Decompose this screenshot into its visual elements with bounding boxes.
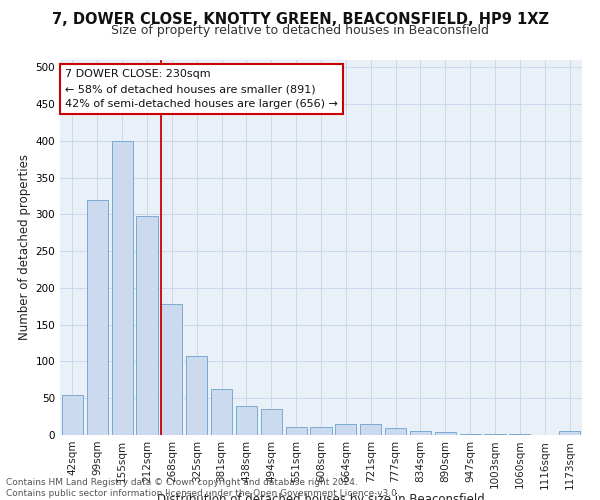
Bar [87, 200, 108, 435]
Bar [286, 427, 307, 435]
Bar [136, 216, 158, 435]
Bar [435, 432, 456, 435]
Bar [360, 424, 381, 435]
Bar [410, 432, 431, 435]
Bar [112, 141, 133, 435]
Text: Contains HM Land Registry data © Crown copyright and database right 2024.
Contai: Contains HM Land Registry data © Crown c… [6, 478, 400, 498]
Bar [460, 434, 481, 435]
Bar [261, 408, 282, 435]
Bar [509, 434, 530, 435]
Bar [385, 428, 406, 435]
Bar [211, 388, 232, 435]
Text: Size of property relative to detached houses in Beaconsfield: Size of property relative to detached ho… [111, 24, 489, 37]
Bar [186, 356, 207, 435]
Bar [62, 394, 83, 435]
Bar [310, 427, 332, 435]
Bar [484, 434, 506, 435]
Bar [236, 406, 257, 435]
Bar [161, 304, 182, 435]
Bar [335, 424, 356, 435]
Y-axis label: Number of detached properties: Number of detached properties [18, 154, 31, 340]
X-axis label: Distribution of detached houses by size in Beaconsfield: Distribution of detached houses by size … [157, 493, 485, 500]
Bar [559, 432, 580, 435]
Text: 7 DOWER CLOSE: 230sqm
← 58% of detached houses are smaller (891)
42% of semi-det: 7 DOWER CLOSE: 230sqm ← 58% of detached … [65, 70, 338, 109]
Text: 7, DOWER CLOSE, KNOTTY GREEN, BEACONSFIELD, HP9 1XZ: 7, DOWER CLOSE, KNOTTY GREEN, BEACONSFIE… [52, 12, 548, 28]
